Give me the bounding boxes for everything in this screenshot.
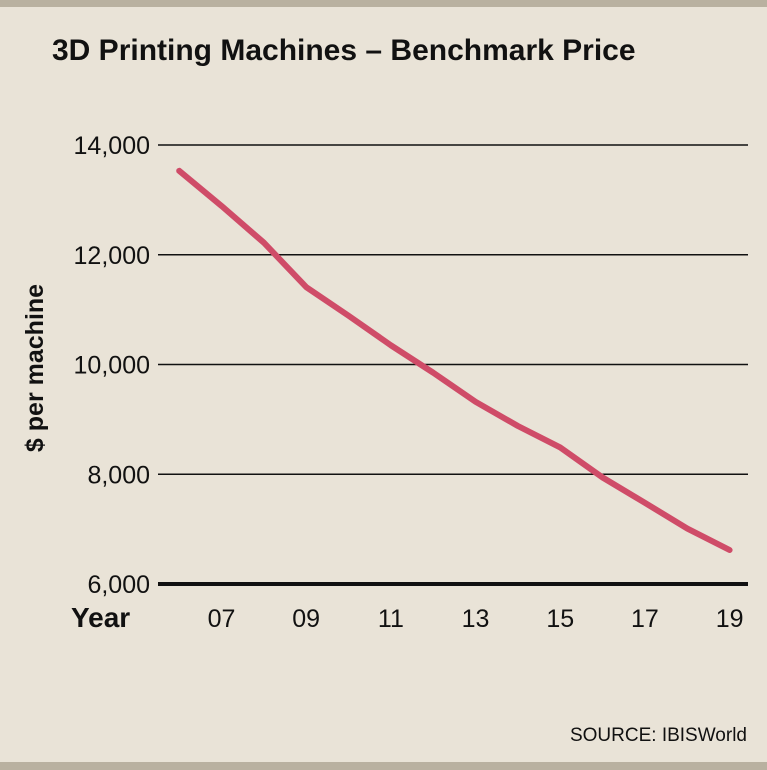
y-tick-label: 12,000 [74,242,150,270]
y-tick-label: 10,000 [74,352,150,380]
x-tick-label: 07 [208,605,236,633]
x-tick-label: 19 [716,605,744,633]
x-axis-label: Year [71,602,130,633]
x-tick-label: 13 [462,605,490,633]
x-axis-ticks: 07 09 11 13 15 17 19 [208,605,744,633]
chart-title: 3D Printing Machines – Benchmark Price [52,34,636,67]
gridlines [158,144,748,586]
y-tick-label: 14,000 [74,132,150,160]
source-note: SOURCE: IBISWorld [569,725,747,746]
x-tick-label: 17 [631,605,659,633]
y-tick-label: 8,000 [87,461,150,489]
x-tick-label: 11 [378,605,404,633]
y-axis-ticks: 6,000 8,000 10,000 12,000 14,000 [74,132,150,599]
bottom-rule [0,762,767,770]
series-layer [176,167,733,553]
x-tick-label: 09 [292,605,320,633]
y-axis-label: $ per machine [21,284,49,452]
top-rule [0,0,767,7]
series-line [176,167,733,553]
y-tick-label: 6,000 [87,571,150,599]
x-tick-label: 15 [546,605,574,633]
